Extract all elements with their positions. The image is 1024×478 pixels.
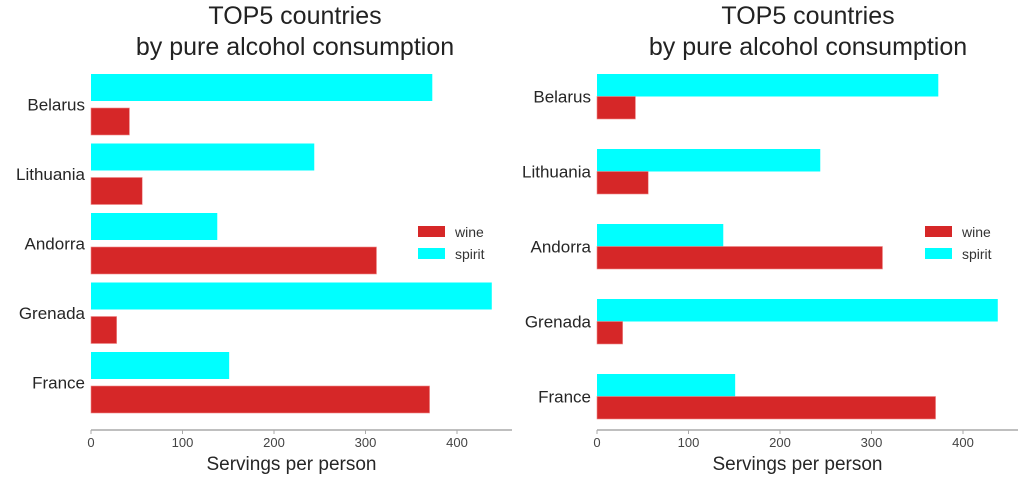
bar-wine-grenada — [596, 321, 623, 345]
x-tick-label: 300 — [355, 435, 377, 450]
legend-swatch-spirit — [418, 248, 445, 259]
bar-spirit-grenada — [91, 282, 492, 310]
legend-label-wine: wine — [961, 224, 991, 240]
category-label: France — [32, 374, 85, 393]
legend-swatch-spirit — [925, 248, 952, 259]
chart-title-line: TOP5 countries — [208, 2, 381, 30]
chart-title-line: by pure alcohol consumption — [136, 33, 454, 61]
bar-spirit-andorra — [597, 224, 724, 247]
bar-wine-france — [596, 396, 936, 420]
legend-label-spirit: spirit — [962, 246, 992, 262]
bar-wine-belarus — [90, 107, 130, 136]
bar-spirit-andorra — [91, 213, 218, 240]
x-tick-label: 200 — [263, 435, 285, 450]
bar-wine-andorra — [90, 246, 377, 275]
category-label: Belarus — [533, 88, 591, 107]
bar-spirit-grenada — [597, 299, 998, 322]
x-tick-label: 300 — [861, 435, 883, 450]
category-label: France — [538, 388, 591, 407]
category-label: Lithuania — [522, 163, 592, 182]
x-axis-label: Servings per person — [712, 454, 882, 475]
chart-panel-1: TOP5 countries by pure alcohol consumptio… — [16, 2, 512, 475]
legend-label-spirit: spirit — [455, 246, 485, 262]
legend-swatch-wine — [925, 226, 952, 237]
bar-wine-grenada — [90, 316, 117, 344]
bar-spirit-france — [597, 374, 736, 397]
bar-spirit-belarus — [91, 74, 433, 101]
chart-title-line: TOP5 countries — [721, 2, 894, 30]
chart-panel-2: TOP5 countries by pure alcohol consumptio… — [522, 2, 1018, 475]
x-axis-label: Servings per person — [206, 454, 376, 475]
x-tick-label: 0 — [87, 435, 94, 450]
x-tick-label: 400 — [952, 435, 974, 450]
bar-spirit-france — [91, 352, 230, 379]
bar-wine-lithuania — [596, 171, 649, 195]
category-label: Andorra — [25, 235, 86, 254]
legend-swatch-wine — [418, 226, 445, 237]
category-label: Lithuania — [16, 165, 86, 184]
legend-label-wine: wine — [454, 224, 484, 240]
bar-wine-andorra — [596, 246, 883, 270]
bar-wine-belarus — [596, 96, 636, 120]
x-tick-label: 200 — [769, 435, 791, 450]
category-label: Grenada — [19, 304, 86, 323]
bar-wine-france — [90, 385, 430, 414]
category-label: Grenada — [525, 313, 592, 332]
bar-wine-lithuania — [90, 177, 143, 205]
bar-spirit-belarus — [597, 74, 939, 97]
x-tick-label: 400 — [446, 435, 468, 450]
x-tick-label: 100 — [172, 435, 194, 450]
category-label: Andorra — [531, 238, 592, 257]
bar-spirit-lithuania — [597, 149, 821, 172]
x-tick-label: 0 — [593, 435, 600, 450]
x-tick-label: 100 — [678, 435, 700, 450]
bar-spirit-lithuania — [91, 143, 315, 171]
chart-title-line: by pure alcohol consumption — [649, 33, 967, 61]
category-label: Belarus — [27, 96, 85, 115]
